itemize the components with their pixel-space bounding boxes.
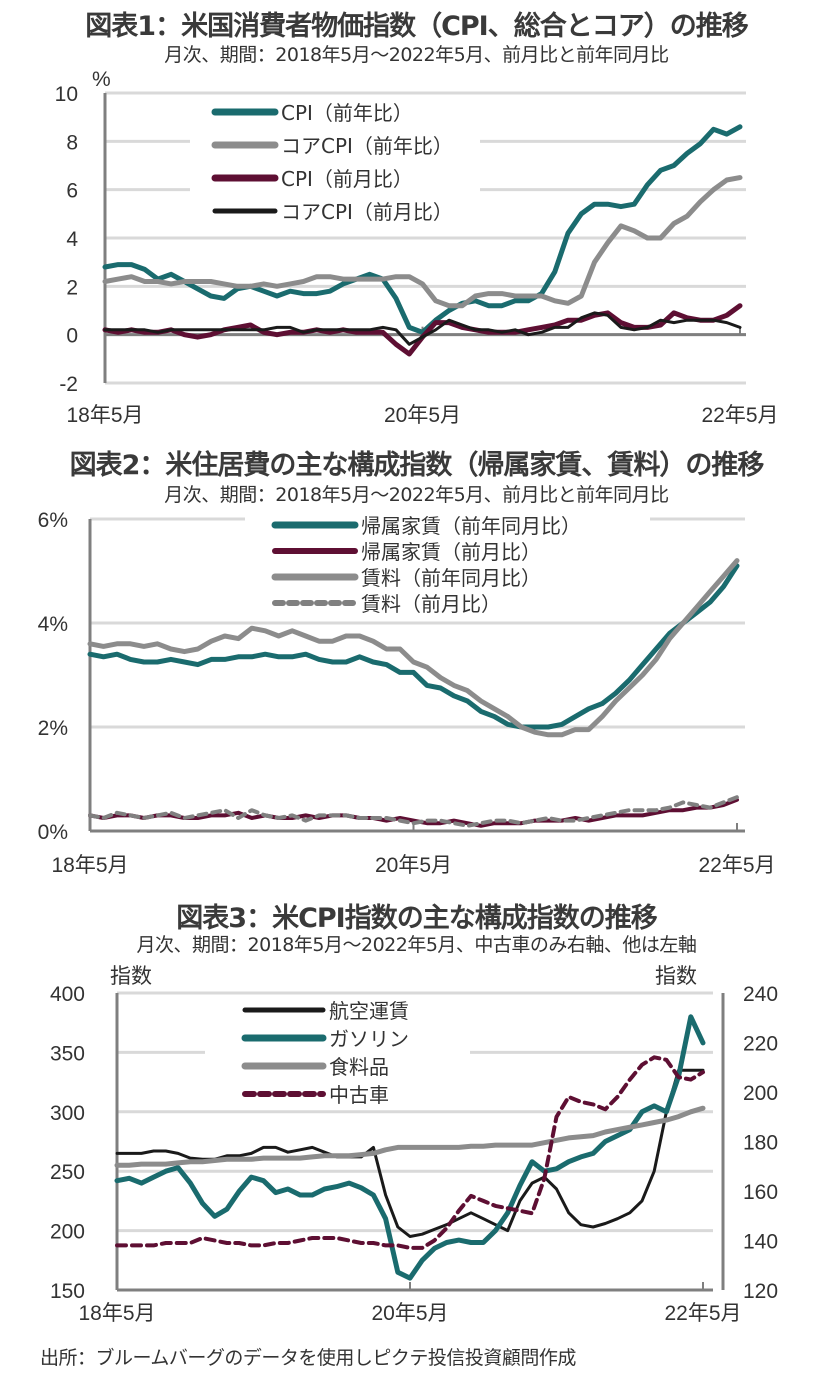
legend-label: 食料品 [329, 1055, 389, 1079]
right-y-tick-label: 120 [743, 1280, 778, 1303]
y-tick-label: 200 [50, 1221, 85, 1244]
chart2-subtitle: 月次、期間：2018年5月〜2022年5月、前月比と前年同月比 [164, 484, 669, 506]
x-tick-label: 18年5月 [51, 854, 128, 877]
chart2-title: 図表2：米住居費の主な構成指数（帰属家賃、賃料）の推移 [69, 450, 765, 481]
series-line-1 [102, 175, 743, 309]
legend-label: CPI（前年比） [281, 101, 413, 125]
y-tick-label: 8 [66, 131, 78, 154]
y-tick-label: -2 [59, 373, 78, 396]
right-y-tick-label: 140 [743, 1231, 778, 1254]
series-line-0 [87, 563, 740, 730]
x-tick-label: 18年5月 [66, 404, 143, 427]
right-y-tick-label: 180 [743, 1132, 778, 1155]
legend-label: 賃料（前年同月比） [361, 566, 541, 590]
y-tick-label: 300 [50, 1102, 85, 1125]
series-line-0 [115, 1068, 705, 1238]
series-line-2 [114, 1105, 706, 1168]
legend-label: 中古車 [329, 1083, 389, 1107]
y-tick-label: 0% [38, 821, 68, 844]
y-tick-label: 350 [50, 1042, 85, 1065]
chart3-title: 図表3：米CPI指数の主な構成指数の推移 [176, 903, 657, 934]
series-line-3 [103, 311, 742, 346]
series-line-1 [114, 1014, 706, 1281]
y-tick-label: 6 [66, 180, 78, 203]
x-tick-label: 22年5月 [664, 1302, 741, 1325]
y-unit-label: % [92, 68, 111, 91]
chart1-subtitle: 月次、期間：2018年5月〜2022年5月、前月比と前年同月比 [164, 44, 669, 66]
legend-label: 帰属家賃（前年同月比） [361, 514, 581, 538]
chart1-plot: 10 8 6 4 2 0 -2 18年5月 20年5月 22年5月 CPI（前年比） コアCPI（前年… [55, 68, 779, 427]
legend-label: 航空運賃 [329, 999, 409, 1023]
legend-label: コアCPI（前月比） [281, 200, 453, 224]
x-tick-label: 20年5月 [375, 854, 452, 877]
legend-label: コアCPI（前年比） [281, 134, 453, 158]
series-line-2 [87, 558, 740, 738]
x-tick-label: 20年5月 [384, 404, 461, 427]
right-y-tick-label: 160 [743, 1181, 778, 1204]
x-tick-label: 22年5月 [698, 854, 775, 877]
series-line-3 [115, 1055, 705, 1250]
legend-label: 帰属家賃（前月比） [361, 540, 541, 564]
y-tick-label: 6% [38, 509, 68, 532]
y-tick-label: 400 [50, 983, 85, 1006]
y-tick-label: 4% [38, 613, 68, 636]
series-line-0 [102, 124, 743, 335]
right-y-tick-label: 220 [743, 1033, 778, 1056]
legend-label: ガソリン [329, 1027, 409, 1051]
legend-label: 賃料（前月比） [361, 592, 501, 616]
y-tick-label: 250 [50, 1161, 85, 1184]
right-y-tick-label: 200 [743, 1082, 778, 1105]
y-tick-label: 2% [38, 717, 68, 740]
x-tick-label: 22年5月 [701, 404, 778, 427]
right-axis-unit: 指数 [655, 965, 697, 988]
y-tick-label: 2 [66, 276, 78, 299]
legend-label: CPI（前月比） [281, 167, 413, 191]
y-tick-label: 0 [66, 325, 78, 348]
left-axis-unit: 指数 [110, 965, 152, 988]
source-note: 出所：ブルームバーグのデータを使用しピクテ投信投資顧問作成 [40, 1347, 576, 1369]
series-line-3 [88, 795, 739, 828]
right-y-tick-label: 240 [743, 983, 778, 1006]
chart1-title: 図表1：米国消費者物価指数（CPI、総合とコア）の推移 [85, 11, 748, 42]
y-tick-label: 4 [66, 228, 78, 251]
y-tick-label: 150 [50, 1280, 85, 1303]
x-tick-label: 18年5月 [78, 1302, 155, 1325]
chart3-subtitle: 月次、期間：2018年5月〜2022年5月、中古車のみ右軸、他は左軸 [136, 934, 697, 956]
y-tick-label: 10 [55, 83, 78, 106]
x-tick-label: 20年5月 [371, 1302, 448, 1325]
series-line-1 [88, 797, 739, 828]
chart2-plot: 6% 4% 2% 0% 18年5月 20年5月 22年5月 帰属家賃（前年同月比）帰属家賃（前… [38, 509, 776, 877]
